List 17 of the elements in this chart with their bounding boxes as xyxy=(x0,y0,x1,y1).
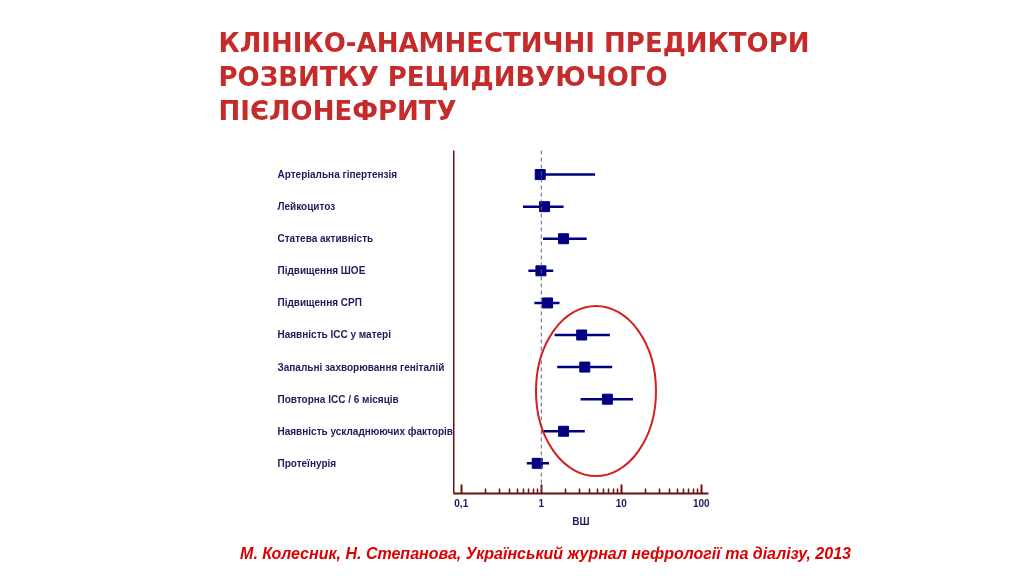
x-axis-title: ВШ xyxy=(572,515,590,527)
y-tick-label: Протеїнурія xyxy=(277,457,337,469)
y-tick-label: Лейкоцитоз xyxy=(277,201,336,213)
y-tick-label: Підвищення ШОЕ xyxy=(277,265,366,277)
y-tick-label: Запальні захворювання геніталій xyxy=(277,361,445,373)
y-tick-label: Наявність ускладнюючих факторів xyxy=(277,425,453,437)
y-tick-label: Підвищення СРП xyxy=(277,297,362,309)
y-tick-label: Повторна ІСС / 6 місяців xyxy=(277,393,399,405)
x-tick-label: 10 xyxy=(615,497,628,509)
x-tick-label: 0,1 xyxy=(454,497,469,509)
y-tick-label: Артеріальна гіпертензія xyxy=(277,169,398,181)
x-tick-label: 1 xyxy=(538,497,545,509)
text: М. Колесник, Н. Степанова, Український журнал нефрології та діалізу, 2013 xyxy=(240,545,852,562)
y-tick-label: Статева активність xyxy=(277,233,374,245)
y-tick-label: Наявність ІСС у матері xyxy=(277,329,392,341)
x-tick-label: 100 xyxy=(692,497,711,509)
chart-title: КЛІНІКО-АНАМНЕСТИЧНІ ПРЕДИКТОРИ РОЗВИТКУ РЕЦИДИВУЮЧОГО ПІЄЛОНЕФРИТУ xyxy=(218,27,810,126)
